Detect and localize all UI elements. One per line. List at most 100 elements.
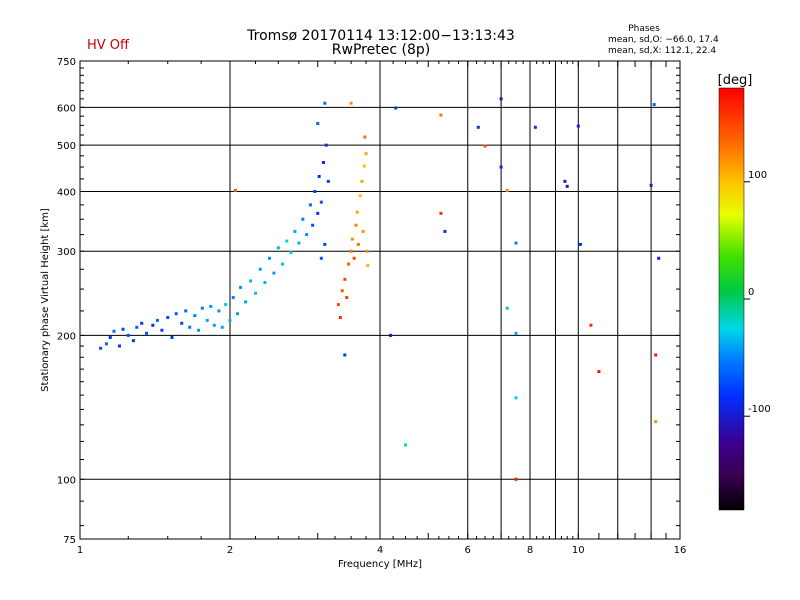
data-point <box>654 420 658 424</box>
data-point <box>224 303 228 307</box>
y-axis-label: Stationary phase Virtual Height [km] <box>40 208 51 392</box>
data-point <box>483 144 487 148</box>
plot-frame <box>79 60 681 540</box>
data-point <box>276 246 280 250</box>
data-point <box>657 256 661 260</box>
data-point <box>166 315 170 319</box>
data-point <box>200 306 204 310</box>
data-point <box>297 241 301 245</box>
data-point <box>233 188 237 192</box>
y-tick-label: 300 <box>57 247 76 258</box>
data-point <box>311 223 315 227</box>
colorbar-tick-label: 100 <box>748 170 767 181</box>
colorbar-label: [deg] <box>718 73 753 88</box>
data-point <box>338 315 342 319</box>
data-point <box>323 101 327 105</box>
data-point <box>258 267 262 271</box>
data-point <box>499 165 503 169</box>
data-point <box>360 179 364 183</box>
data-point <box>505 306 509 310</box>
data-point <box>358 194 362 198</box>
data-point <box>151 323 155 327</box>
data-point <box>361 229 365 233</box>
data-point <box>281 262 285 266</box>
data-point <box>365 249 369 253</box>
y-tick-labels: 75 100 200 300 400 500 600 750 <box>57 57 76 546</box>
data-point <box>308 203 312 207</box>
data-point <box>349 101 353 105</box>
colorbar-tick-label: 0 <box>748 287 754 298</box>
data-point <box>363 135 367 139</box>
data-point <box>319 256 323 260</box>
data-point <box>439 113 443 117</box>
grid-lines <box>80 61 680 539</box>
data-point <box>289 251 293 255</box>
data-point <box>180 321 184 325</box>
data-point <box>326 179 330 183</box>
data-point <box>112 329 116 333</box>
data-point <box>205 318 209 322</box>
y-tick-label: 750 <box>57 57 76 68</box>
data-point <box>514 477 518 481</box>
x-tick-label: 8 <box>527 545 533 556</box>
data-point <box>319 200 323 204</box>
data-point <box>394 106 398 110</box>
data-point <box>212 323 216 327</box>
data-point <box>316 122 320 126</box>
data-point <box>220 325 224 329</box>
data-point <box>350 237 354 241</box>
data-point <box>244 300 248 304</box>
data-point <box>108 335 112 339</box>
data-point <box>356 242 360 246</box>
data-point <box>355 210 359 214</box>
data-point <box>321 160 325 164</box>
data-point <box>272 271 276 275</box>
y-tick-label: 500 <box>57 141 76 152</box>
data-point <box>324 143 328 147</box>
data-point <box>121 327 125 331</box>
data-point <box>170 335 174 339</box>
x-tick-label: 4 <box>377 545 383 556</box>
data-point <box>345 296 349 300</box>
data-point <box>336 303 340 307</box>
data-point <box>193 314 197 318</box>
data-point <box>499 97 503 101</box>
data-point <box>117 344 121 348</box>
data-point <box>131 339 135 343</box>
data-point <box>316 211 320 215</box>
data-point <box>305 233 309 237</box>
data-point <box>340 289 344 293</box>
data-point <box>589 323 593 327</box>
data-point <box>323 242 327 246</box>
data-point <box>533 125 537 129</box>
y-tick-label: 600 <box>57 103 76 114</box>
data-point <box>293 229 297 233</box>
data-point <box>239 285 243 289</box>
y-tick-label: 400 <box>57 187 76 198</box>
data-point <box>140 321 144 325</box>
phases-x-stats: mean, sd,X: 112.1, 22.4 <box>608 46 716 56</box>
data-point <box>231 296 235 300</box>
data-point <box>514 396 518 400</box>
colorbar-ticks: 100 0 -100 <box>744 170 771 417</box>
data-point <box>403 443 407 447</box>
data-point <box>654 353 658 357</box>
data-point <box>352 256 356 260</box>
x-tick-label: 1 <box>77 545 83 556</box>
data-point <box>228 318 232 322</box>
data-point <box>439 211 443 215</box>
data-point <box>301 217 305 221</box>
data-point <box>389 333 393 337</box>
data-point <box>160 328 164 332</box>
data-point <box>649 183 653 187</box>
data-point <box>263 281 267 285</box>
data-point <box>188 325 192 329</box>
data-points <box>99 97 661 481</box>
data-point <box>197 328 201 332</box>
data-point <box>99 346 103 350</box>
data-point <box>235 312 239 316</box>
data-point <box>145 331 149 335</box>
data-point <box>135 325 139 329</box>
chart-title-line2: RwPretec (8p) <box>332 42 430 58</box>
